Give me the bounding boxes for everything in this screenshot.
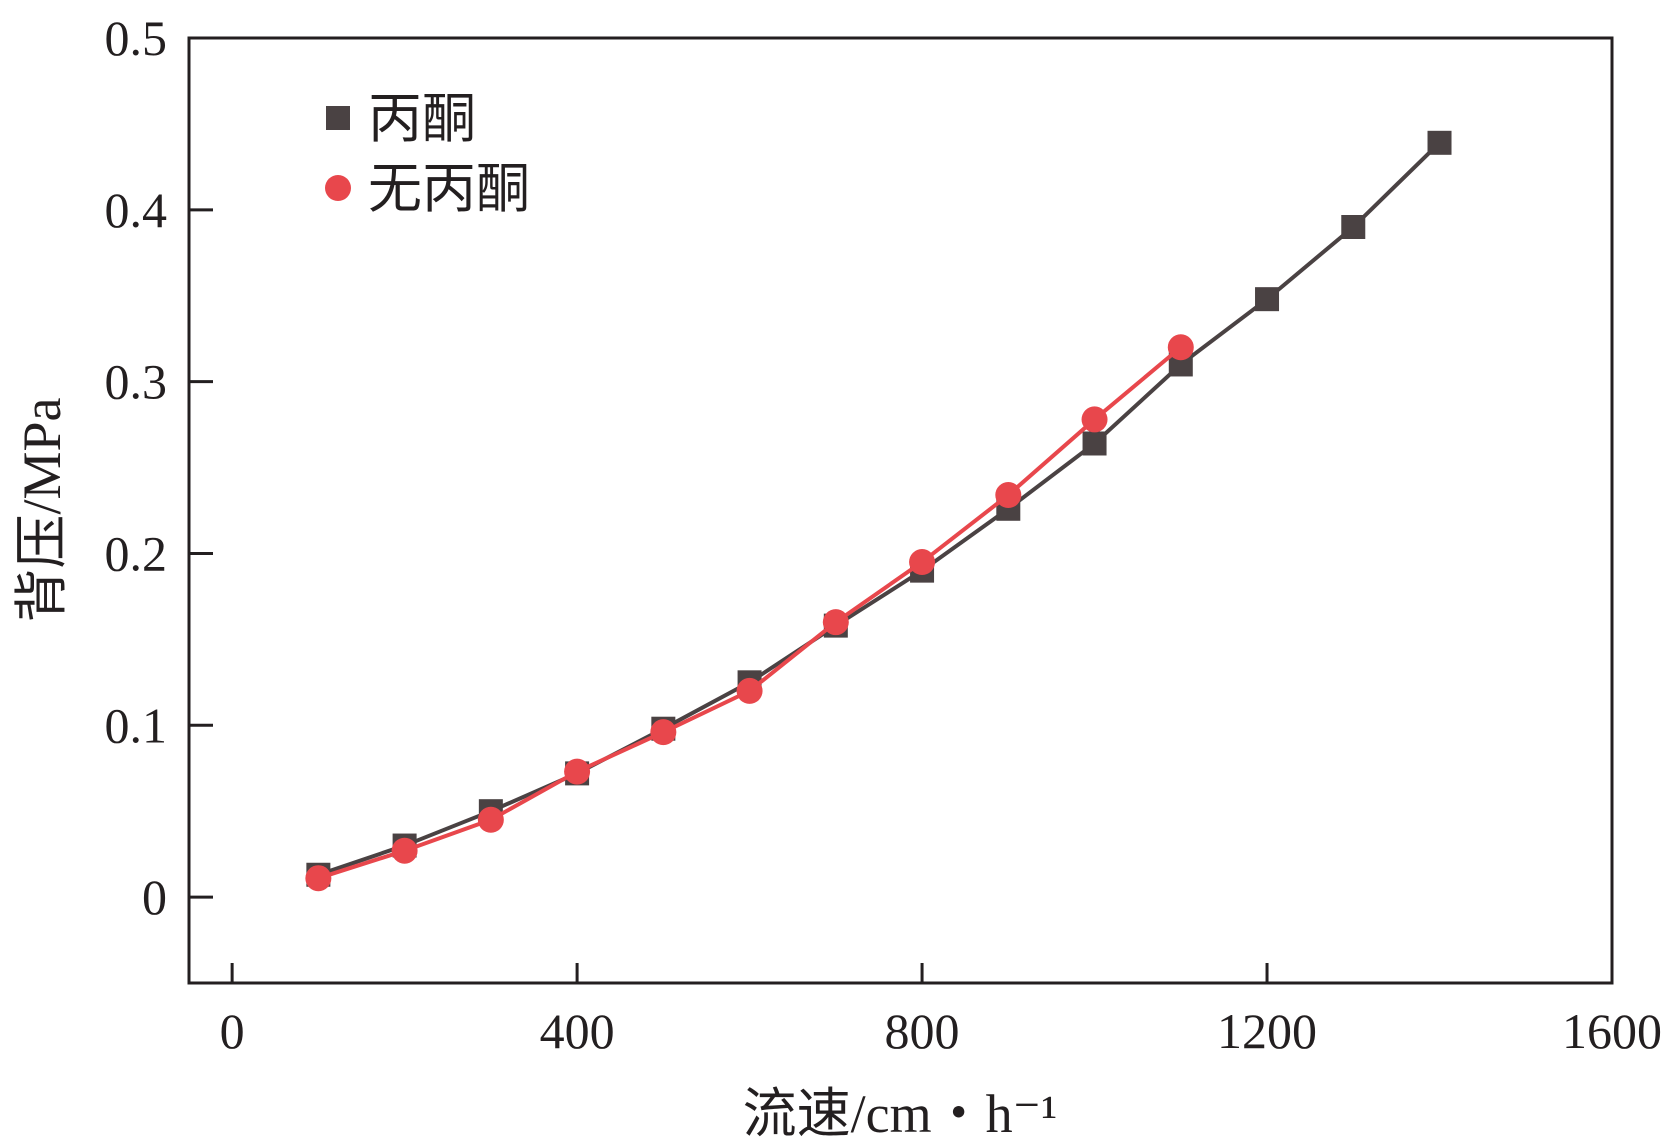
- data-point: [909, 549, 936, 576]
- data-point: [1082, 431, 1107, 456]
- x-tick-label: 1600: [1562, 1003, 1662, 1059]
- data-point: [1341, 215, 1366, 239]
- data-point: [995, 482, 1022, 509]
- legend-label: 无丙酮: [368, 159, 530, 219]
- x-axis-title: 流速/cm・h⁻¹: [743, 1084, 1058, 1144]
- series-no-acetone: [305, 334, 1194, 892]
- y-tick-label: 0.4: [105, 182, 168, 238]
- y-axis-title: 背压/MPa: [12, 397, 72, 622]
- x-tick-label: 0: [220, 1003, 245, 1059]
- plot-frame: [187, 36, 1614, 985]
- legend-marker-square: [326, 106, 350, 130]
- y-tick-label: 0.2: [105, 525, 168, 581]
- data-point: [1081, 406, 1108, 433]
- x-tick-label: 400: [540, 1003, 615, 1059]
- data-point: [1255, 287, 1280, 312]
- data-point: [1427, 130, 1452, 155]
- data-point: [1167, 334, 1194, 361]
- data-point: [391, 837, 418, 864]
- data-point: [822, 609, 849, 636]
- series-line: [317, 345, 1183, 881]
- y-tick-label: 0.1: [105, 697, 168, 753]
- data-point: [477, 806, 504, 833]
- x-axis-ticks: 0 400 800 1200 1600: [220, 963, 1662, 1059]
- data-point: [564, 758, 591, 785]
- legend-label: 丙酮: [368, 89, 476, 149]
- data-point: [650, 719, 677, 746]
- x-tick-label: 1200: [1217, 1003, 1317, 1059]
- y-axis-ticks: 0 0.1 0.2 0.3 0.4 0.5: [105, 10, 213, 925]
- x-tick-label: 800: [885, 1003, 960, 1059]
- y-tick-label: 0.5: [105, 10, 168, 66]
- y-tick-label: 0: [142, 869, 167, 925]
- data-point: [736, 677, 763, 704]
- y-tick-label: 0.3: [105, 354, 168, 410]
- series-layer: [305, 130, 1452, 892]
- series-acetone: [306, 130, 1452, 887]
- legend-marker-circle: [325, 175, 351, 201]
- series-line: [317, 141, 1441, 877]
- data-point: [305, 865, 332, 892]
